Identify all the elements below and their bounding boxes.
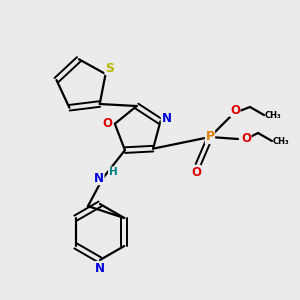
Text: N: N xyxy=(94,172,104,184)
Text: CH₃: CH₃ xyxy=(273,136,290,146)
Text: O: O xyxy=(230,103,240,116)
Text: S: S xyxy=(105,61,114,74)
Text: N: N xyxy=(161,112,171,125)
Text: CH₃: CH₃ xyxy=(265,110,282,119)
Text: O: O xyxy=(241,133,251,146)
Text: O: O xyxy=(191,166,201,178)
Text: O: O xyxy=(103,117,113,130)
Text: N: N xyxy=(95,262,105,275)
Text: P: P xyxy=(206,130,214,143)
Text: H: H xyxy=(109,167,117,177)
